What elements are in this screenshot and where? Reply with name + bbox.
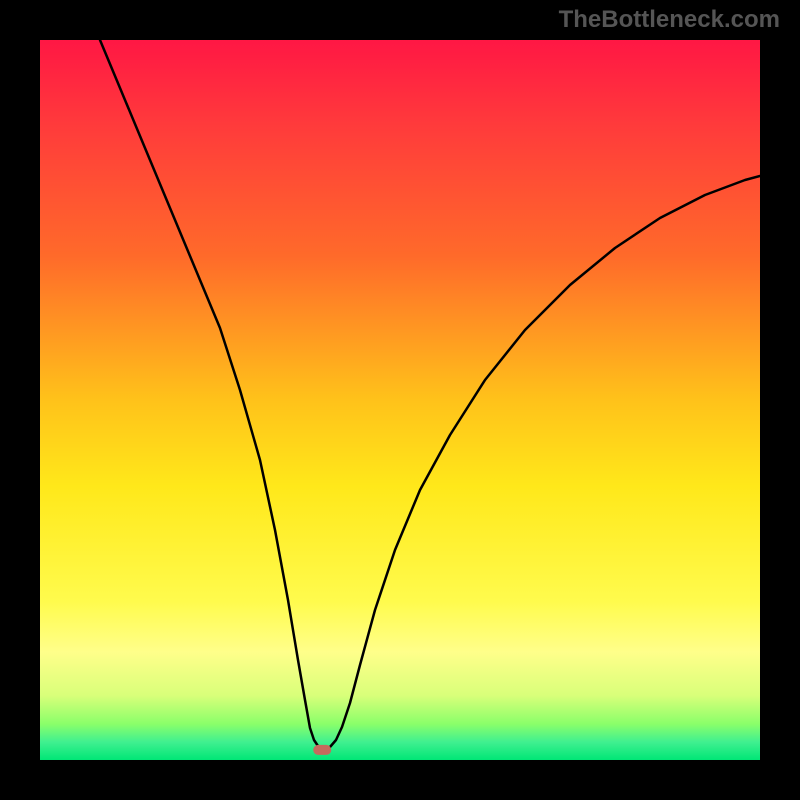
watermark-text: TheBottleneck.com <box>559 6 780 34</box>
curve-path <box>100 40 760 750</box>
plot-area <box>40 40 760 760</box>
optimal-marker <box>313 745 331 755</box>
chart-container: TheBottleneck.com <box>0 0 800 800</box>
bottleneck-curve <box>40 40 760 760</box>
